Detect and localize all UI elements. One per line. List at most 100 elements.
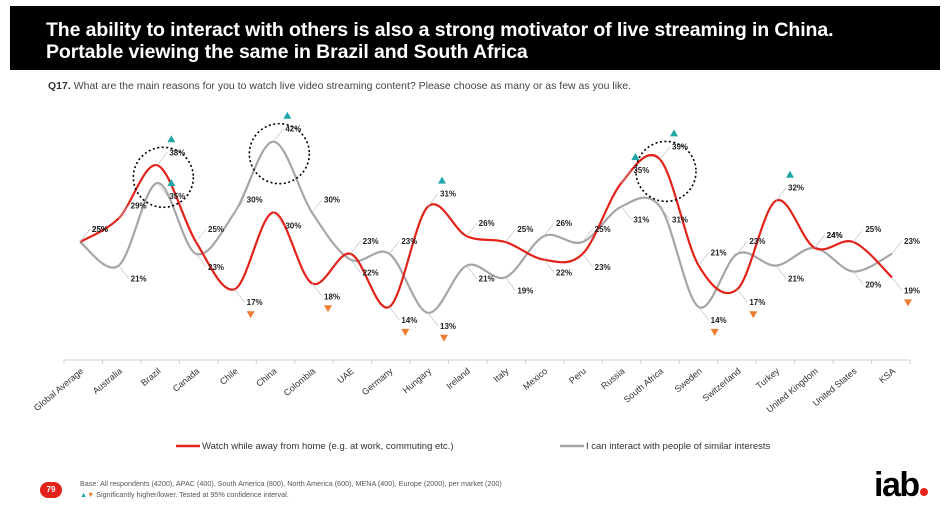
interact-data-label: 30% [247,196,263,205]
away-from-home-data-label: 30% [285,222,301,231]
x-tick-label: Peru [567,366,588,386]
x-tick-label: UAE [335,366,356,386]
interact-data-label: 21% [788,275,804,284]
data-label-leader [775,265,787,279]
away-from-home-data-label: 24% [827,231,843,240]
x-tick-label: Germany [360,366,395,398]
away-from-home-data-label: 29% [131,201,147,210]
away-from-home-data-label: 25% [208,225,224,234]
data-label-leader [389,306,400,321]
significantly-higher-marker [631,153,640,160]
away-from-home-data-label: 17% [247,298,263,307]
data-label-leader [350,259,361,273]
page-title-line-1: The ability to interact with others is a… [46,19,834,41]
interact-data-label: 31% [633,216,649,225]
significantly-lower-marker [324,305,332,313]
interact-data-label: 35% [169,192,185,201]
data-label-leader [273,128,284,142]
data-label-leader [273,212,284,226]
x-tick-label: China [254,366,278,389]
series-line-interact [79,140,893,314]
data-label-leader [350,240,361,254]
data-label-leader [195,253,207,267]
interact-data-label: 23% [904,237,920,246]
logo-text: iab [874,466,920,504]
away-from-home-data-label: 39% [672,142,688,151]
x-tick-label: Global Average [32,366,85,413]
question-text: What are the main reasons for you to wat… [73,80,632,92]
data-label-leader [543,259,555,273]
data-label-leader [698,252,709,266]
data-label-leader [891,240,903,254]
data-label-leader [118,265,129,279]
data-label-leader [311,199,323,213]
away-from-home-data-label: 23% [595,263,611,272]
interact-data-label: 23% [749,237,765,246]
interact-data-label: 13% [440,322,456,331]
data-label-leader [234,289,245,303]
interact-data-label: 25% [595,225,611,234]
x-tick-label: Switzerland [701,366,743,404]
away-from-home-data-label: 17% [749,298,765,307]
significantly-higher-marker [786,170,794,178]
interact-data-label: 21% [131,275,147,284]
significantly-higher-marker [167,179,176,186]
data-label-leader [157,152,168,166]
highlight-circle [132,146,195,209]
x-tick-label: Mexico [521,366,549,392]
away-from-home-data-label: 18% [324,292,340,301]
iab-logo: iab [874,466,928,505]
x-tick-label: Sweden [673,366,704,395]
x-tick-label: KSA [877,366,897,385]
data-label-leader [466,265,477,279]
data-label-leader [853,228,864,243]
data-label-leader [659,146,671,160]
legend-label-interact: I can interact with people of similar in… [586,441,771,452]
data-label-leader [79,228,91,243]
legend-label-away-from-home: Watch while away from home (e.g. at work… [202,441,453,452]
lower-triangle-icon: ▼ [87,490,95,499]
away-from-home-data-label: 22% [556,269,572,278]
significantly-lower-marker [710,328,719,336]
significantly-lower-marker [401,328,410,336]
data-label-leader [814,234,825,249]
away-from-home-data-label: 32% [788,184,804,193]
logo-dot [919,488,928,496]
x-tick-label: South Africa [622,366,666,405]
data-label-leader [157,182,168,197]
significantly-lower-marker [749,311,758,319]
highlight-circle [248,122,311,185]
x-tick-label: Hungary [401,366,434,396]
data-label-leader [466,222,477,237]
significantly-higher-marker [167,135,176,143]
away-from-home-data-label: 21% [711,249,727,258]
series-line-away-from-home [79,153,893,309]
data-label-leader [195,228,207,243]
data-label-leader [698,306,709,321]
away-from-home-data-label: 25% [865,225,881,234]
interact-data-label: 19% [517,286,533,295]
data-label-leader [775,187,787,201]
interact-data-label: 25% [92,225,108,234]
higher-triangle-icon: ▲ [80,490,88,499]
data-label-leader [118,205,129,219]
away-from-home-data-label: 26% [479,219,495,228]
highlight-circle [635,140,697,203]
significantly-higher-marker [438,176,446,184]
data-label-leader [737,240,748,254]
significantly-lower-marker [246,311,255,319]
data-label-leader [505,228,516,243]
data-label-leader [621,206,632,220]
x-tick-label: Brazil [139,366,163,388]
page-title-line-2: Portable viewing the same in Brazil and … [46,41,528,63]
data-label-leader [543,222,555,237]
interact-data-label: 22% [363,269,379,278]
significance-note: ▲▼ Significantly higher/lower. Tested at… [80,490,289,499]
base-note: Base: All respondents (4200), APAC (400)… [80,479,502,488]
interact-data-label: 26% [556,219,572,228]
interact-data-label: 30% [324,196,340,205]
away-from-home-data-label: 25% [92,225,108,234]
data-label-leader [891,277,903,291]
away-from-home-data-label: 25% [517,225,533,234]
